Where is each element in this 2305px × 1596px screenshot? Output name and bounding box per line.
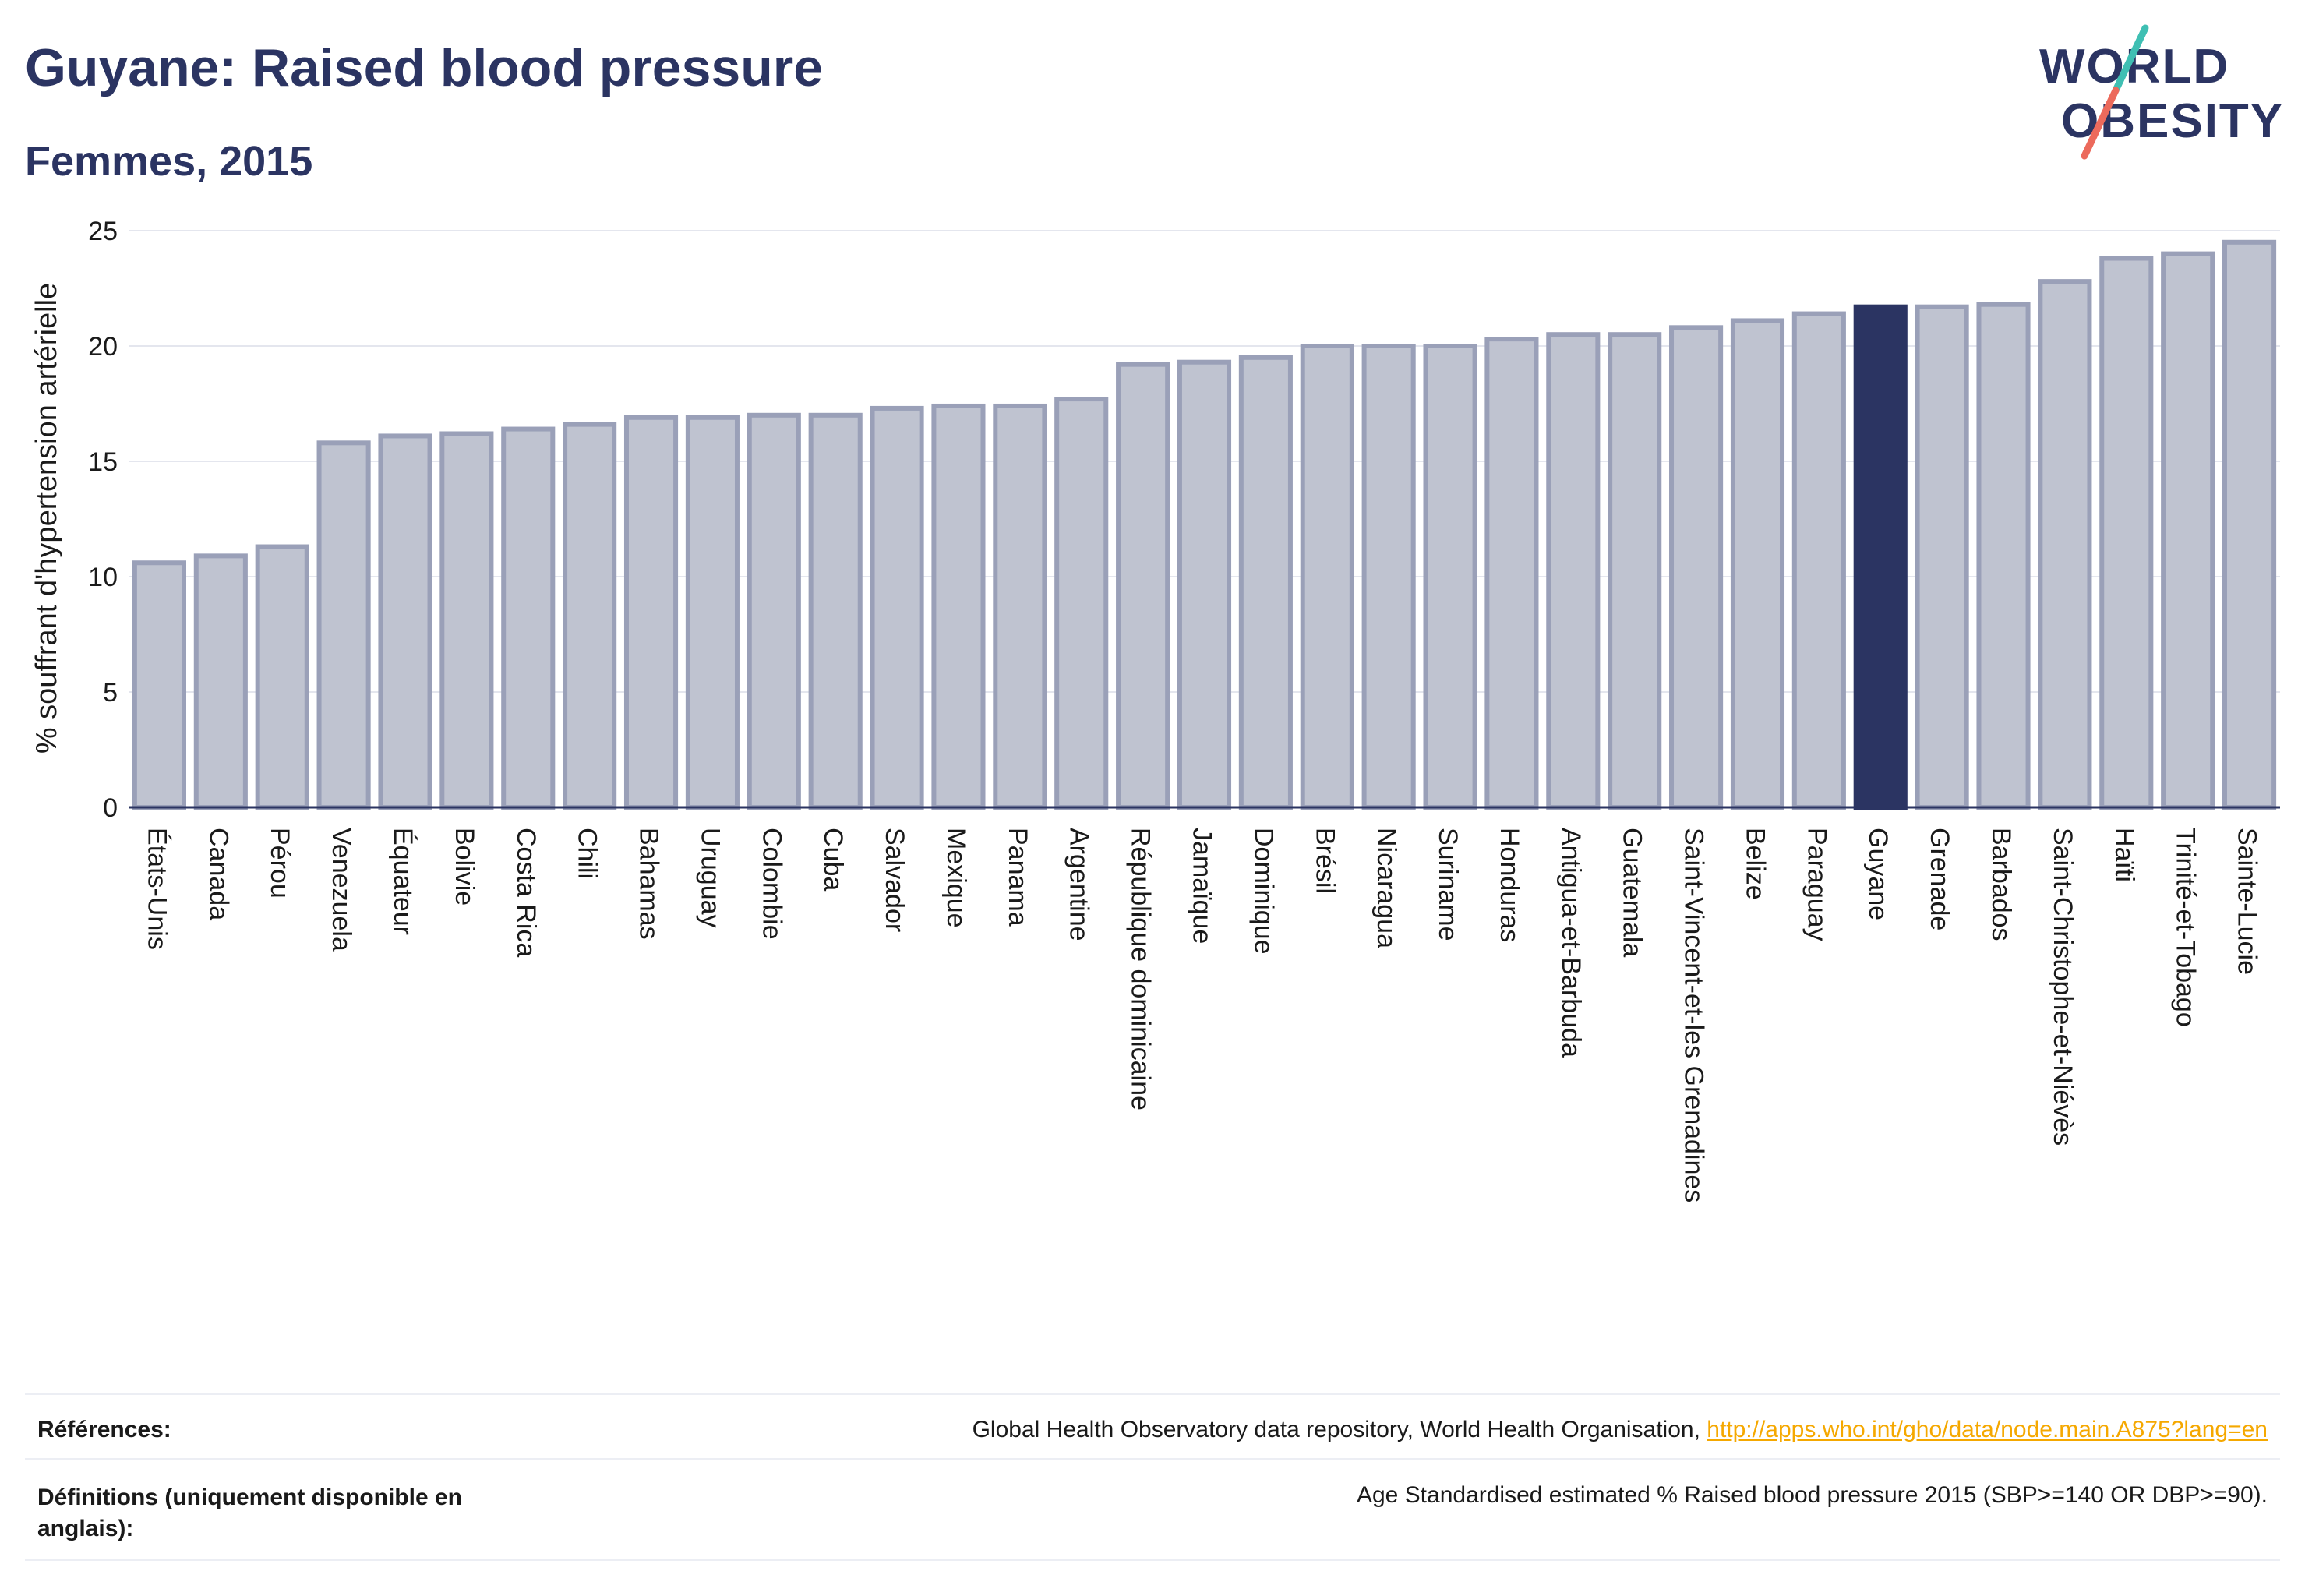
bar-31 [2038, 279, 2092, 810]
y-tick-label: 25 [88, 217, 118, 246]
references-row: Références: Global Health Observatory da… [25, 1393, 2280, 1460]
bar-13 [931, 403, 986, 810]
definitions-row: Définitions (uniquement disponible en an… [25, 1458, 2280, 1561]
x-tick-label: Uruguay [695, 828, 725, 928]
bars [132, 239, 2277, 810]
x-tick-label: Barbados [1986, 828, 2016, 941]
x-tick-label: Cuba [818, 828, 848, 891]
bar-10 [747, 412, 801, 810]
logo-slash-teal [2112, 24, 2149, 94]
references-value: Global Health Observatory data repositor… [972, 1417, 2268, 1443]
x-tick-label: Salvador [880, 828, 909, 932]
y-tick-label: 15 [88, 447, 118, 477]
x-tick-label: Saint-Christophe-et-Niévès [2048, 828, 2077, 1146]
bar-14 [993, 403, 1047, 810]
x-tick-label: Trinité-et-Tobago [2171, 828, 2201, 1027]
bar-25 [1669, 325, 1724, 810]
bar-33 [2161, 251, 2215, 810]
bar-19 [1300, 344, 1354, 810]
x-tick-label: Argentine [1064, 828, 1094, 941]
x-tick-label: Venezuela [327, 828, 356, 952]
x-tick-label: Sainte-Lucie [2233, 828, 2262, 975]
bar-30 [1976, 302, 2031, 810]
x-tick-label: Costa Rica [511, 828, 541, 957]
bar-7 [563, 422, 617, 810]
x-tick-label: Chili [573, 828, 602, 879]
x-tick-label: Grenade [1925, 828, 1954, 930]
bar-28 [1853, 304, 1908, 810]
bar-15 [1054, 397, 1109, 810]
chart-subtitle: Femmes, 2015 [25, 138, 313, 185]
bar-24 [1608, 332, 1662, 810]
y-tick-label: 10 [88, 563, 118, 592]
x-tick-label: Mexique [941, 828, 971, 928]
definitions-label: Définitions (uniquement disponible en an… [37, 1485, 462, 1541]
y-axis-ticks: 0 5 10 15 20 25 [88, 217, 118, 823]
x-tick-label: Canada [203, 828, 233, 920]
x-axis-labels: États-Unis Canada Pérou Venezuela Équateur Bo… [142, 828, 2261, 1202]
references-link[interactable]: http://apps.who.int/gho/data/node.main.A… [1707, 1417, 2268, 1442]
bar-16 [1116, 362, 1170, 810]
x-tick-label: Nicaragua [1371, 828, 1401, 948]
x-tick-label: Saint-Vincent-et-les Grenadines [1679, 828, 1709, 1202]
x-tick-label: Belize [1740, 828, 1770, 900]
y-tick-label: 5 [103, 678, 118, 708]
bar-4 [378, 433, 432, 810]
x-tick-label: Brésil [1310, 828, 1340, 894]
bar-17 [1177, 359, 1232, 810]
x-tick-label: Colombie [757, 828, 786, 940]
bar-12 [870, 405, 924, 810]
bar-3 [316, 440, 371, 810]
bar-23 [1546, 332, 1601, 810]
world-obesity-logo: WORLD OBESITY [2039, 24, 2282, 160]
bar-1 [193, 553, 248, 810]
references-text: Global Health Observatory data repositor… [972, 1417, 1707, 1442]
y-tick-label: 0 [103, 793, 118, 823]
bar-26 [1730, 318, 1785, 810]
x-tick-label: Guatemala [1618, 828, 1647, 957]
x-tick-label: Paraguay [1802, 828, 1831, 941]
x-tick-label: Dominique [1248, 828, 1278, 955]
references-label: Références: [37, 1417, 171, 1442]
x-tick-label: États-Unis [142, 828, 171, 950]
logo-slash-coral [2081, 87, 2120, 160]
bar-27 [1791, 311, 1846, 810]
bar-9 [685, 415, 740, 810]
bar-22 [1484, 337, 1539, 810]
x-tick-label: Suriname [1433, 828, 1463, 941]
bar-chart: 0 5 10 15 20 25 États-Unis Canada Pérou Venezuel… [30, 217, 2280, 1202]
x-tick-label: République dominicaine [1126, 828, 1156, 1110]
x-tick-label: Bolivie [450, 828, 479, 906]
bar-34 [2222, 239, 2277, 810]
bar-11 [808, 412, 863, 810]
bar-8 [623, 415, 679, 810]
x-tick-label: Antigua-et-Barbuda [1556, 828, 1586, 1058]
x-tick-label: Panama [1003, 828, 1032, 927]
x-tick-label: Guyane [1863, 828, 1893, 920]
bar-21 [1423, 344, 1477, 810]
x-tick-label: Bahamas [634, 828, 664, 940]
bar-20 [1361, 344, 1416, 810]
bar-29 [1915, 304, 1969, 810]
chart-title: Guyane: Raised blood pressure [25, 38, 824, 97]
bar-6 [501, 426, 556, 810]
x-tick-label: Équateur [388, 828, 418, 935]
bar-2 [255, 544, 309, 810]
y-tick-label: 20 [88, 332, 118, 362]
x-tick-label: Jamaïque [1188, 828, 1217, 944]
x-tick-label: Haïti [2109, 828, 2139, 882]
x-tick-label: Honduras [1495, 828, 1524, 942]
bar-18 [1238, 355, 1293, 810]
bar-32 [2099, 256, 2154, 810]
definitions-value: Age Standardised estimated % Raised bloo… [1356, 1482, 2268, 1508]
x-tick-label: Pérou [265, 828, 295, 899]
y-axis-label: % souffrant d'hypertension artérielle [30, 283, 63, 754]
bar-5 [439, 431, 494, 810]
bar-0 [132, 560, 186, 810]
